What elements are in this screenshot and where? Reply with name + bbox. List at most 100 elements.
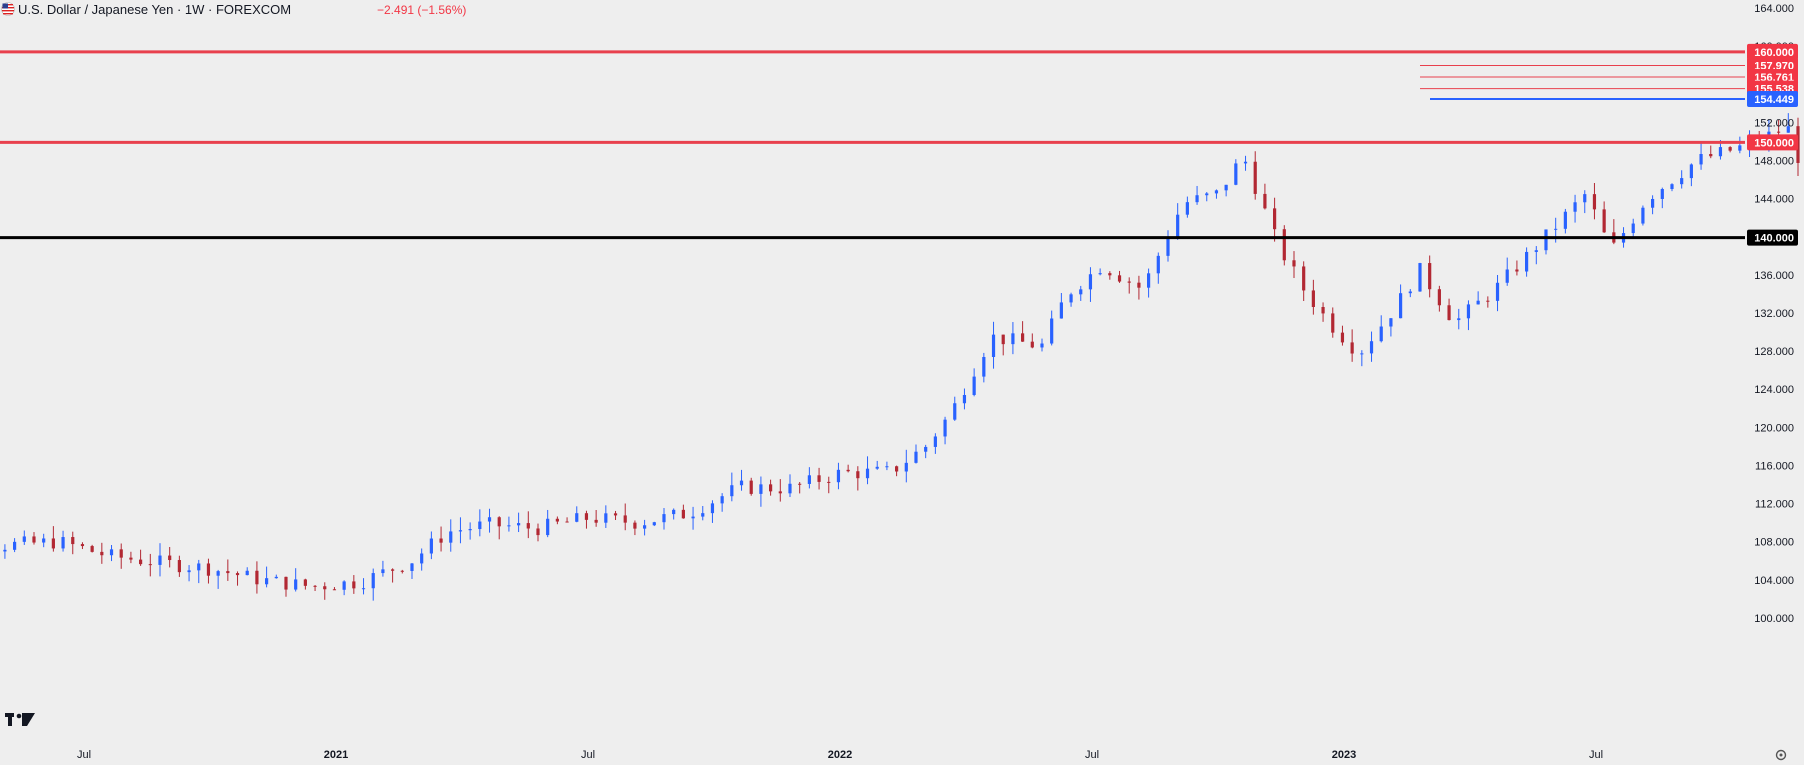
candle-body	[478, 521, 482, 530]
candle-body	[158, 555, 162, 565]
price-tag	[1747, 91, 1798, 108]
candle-body	[342, 581, 346, 590]
candle-body	[13, 541, 17, 550]
candle-body	[885, 466, 889, 468]
candle-body	[943, 419, 947, 437]
candle-body	[51, 538, 55, 549]
candle-body	[817, 475, 821, 482]
y-tick-label: 112.000	[1755, 499, 1794, 511]
candle-body	[1399, 293, 1403, 319]
candle-body	[1302, 266, 1306, 291]
candle-body	[1214, 190, 1219, 194]
y-tick-label: 144.000	[1754, 194, 1794, 206]
candle-body	[730, 485, 734, 497]
candle-body	[613, 513, 618, 516]
candle-body	[429, 538, 433, 554]
candle-body	[1660, 189, 1664, 199]
candle-body	[381, 569, 385, 574]
candle-body	[148, 564, 152, 566]
candle-body	[32, 536, 36, 543]
candle-body	[61, 537, 65, 549]
candles-layer	[3, 113, 1800, 601]
candle-body	[526, 523, 530, 529]
candle-body	[1554, 228, 1558, 230]
candle-body	[1689, 164, 1693, 179]
x-tick-label: Jul	[77, 749, 91, 761]
price-tag-label: 160.000	[1754, 47, 1794, 59]
candle-body	[22, 536, 26, 542]
candle-body	[497, 517, 501, 527]
candle-body	[439, 538, 443, 543]
candle-body	[1631, 223, 1635, 234]
candle-body	[1728, 147, 1732, 151]
candle-body	[1243, 161, 1248, 164]
candle-body	[255, 570, 259, 585]
candle-body	[1515, 269, 1519, 272]
candle-body	[991, 334, 996, 357]
price-tag-label: 150.000	[1754, 137, 1794, 149]
candle-body	[584, 513, 589, 520]
candle-body	[836, 469, 841, 483]
price-tag	[1747, 134, 1798, 151]
candle-body	[662, 514, 666, 523]
candle-body	[1340, 332, 1345, 343]
y-tick-label: 100.000	[1754, 613, 1794, 625]
candle-body	[1224, 184, 1228, 191]
x-tick-label: Jul	[1589, 749, 1603, 761]
candle-body	[1050, 318, 1054, 344]
candle-body	[1166, 238, 1170, 256]
y-tick-label: 136.000	[1754, 270, 1794, 282]
tradingview-logo-icon[interactable]	[5, 713, 35, 726]
candle-body	[846, 469, 850, 472]
price-tag-label: 140.000	[1754, 233, 1794, 245]
candle-body	[1738, 145, 1742, 151]
candle-body	[1273, 208, 1277, 230]
x-tick-label: 2021	[324, 749, 348, 761]
candle-body	[90, 546, 94, 552]
candle-body	[953, 403, 957, 420]
gear-icon[interactable]	[1775, 749, 1787, 761]
x-tick-label: 2022	[828, 749, 852, 761]
y-tick-label: 148.000	[1754, 155, 1794, 167]
candle-body	[1583, 194, 1587, 203]
candle-body	[691, 516, 695, 519]
candle-body	[1777, 131, 1781, 133]
time-axis[interactable]: Jul2021Jul2022Jul2023Jul2024Jul2025Jul20…	[77, 749, 1804, 761]
change-text: −2.491 (−1.56%)	[377, 3, 466, 17]
candle-body	[1699, 154, 1703, 165]
candle-body	[1602, 209, 1606, 233]
candle-body	[1321, 306, 1325, 314]
candle-body	[681, 509, 685, 519]
candle-body	[555, 518, 559, 522]
candle-body	[274, 576, 278, 579]
candle-body	[303, 579, 307, 586]
header: U.S. Dollar / Japanese Yen · 1W · FOREXC…	[1, 2, 466, 17]
candle-body	[720, 496, 724, 504]
candle-body	[1282, 229, 1286, 261]
candle-body	[914, 451, 918, 463]
candle-body	[3, 549, 7, 552]
candle-body	[361, 588, 366, 590]
candle-body	[1534, 250, 1538, 252]
candle-body	[643, 525, 647, 529]
candle-body	[1331, 313, 1335, 333]
candle-body	[42, 538, 46, 543]
candle-body	[1408, 291, 1412, 294]
symbol-title[interactable]: U.S. Dollar / Japanese Yen · 1W · FOREXC…	[18, 2, 291, 17]
candle-body	[1127, 281, 1131, 283]
candle-body	[1641, 207, 1645, 224]
candle-body	[1069, 294, 1073, 303]
candle-body	[788, 483, 792, 494]
candle-body	[865, 468, 870, 479]
candle-body	[1156, 255, 1160, 274]
candle-body	[1147, 273, 1151, 288]
candle-body	[604, 513, 608, 523]
candle-body	[1292, 260, 1296, 267]
candle-body	[575, 513, 579, 522]
candle-body	[352, 581, 356, 589]
y-tick-label: 164.000	[1754, 3, 1794, 15]
candle-body	[449, 531, 453, 543]
candle-body	[168, 555, 172, 561]
candle-body	[1670, 184, 1674, 190]
